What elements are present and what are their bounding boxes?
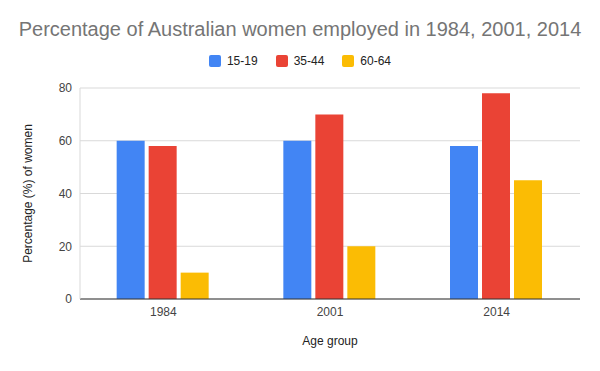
svg-text:20: 20: [59, 240, 73, 254]
svg-text:2001: 2001: [317, 305, 344, 319]
svg-text:1984: 1984: [150, 305, 177, 319]
svg-text:40: 40: [59, 187, 73, 201]
svg-text:80: 80: [59, 81, 73, 95]
svg-text:60: 60: [59, 134, 73, 148]
html-text:Percentage of Australian women: Percentage of Australian women employed …: [18, 18, 582, 40]
svg-text:0: 0: [65, 292, 72, 306]
html-text:15-19: 15-19: [226, 54, 258, 68]
html-text:35-44: 35-44: [293, 54, 325, 68]
svg-text:Percentage (%) of women: Percentage (%) of women: [21, 124, 35, 263]
html-text:60-64: 60-64: [360, 54, 391, 68]
svg-text:Age group: Age group: [302, 334, 358, 348]
svg-text:2014: 2014: [483, 305, 510, 319]
